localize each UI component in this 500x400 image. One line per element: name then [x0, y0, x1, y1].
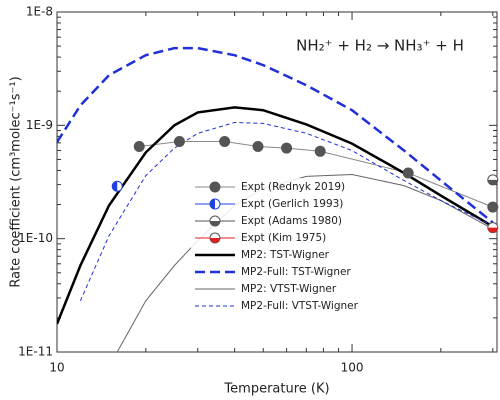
marker-half	[487, 227, 498, 233]
marker-bg	[314, 145, 326, 157]
legend-label: Expt (Gerlich 1993)	[241, 198, 343, 210]
marker	[314, 145, 326, 157]
x-tick-label: 10	[49, 361, 64, 375]
marker-bg	[133, 141, 145, 153]
marker-half	[210, 238, 220, 243]
series-line	[139, 141, 493, 208]
annotation: NH₂⁺ + H₂ → NH₃⁺ + H	[296, 37, 464, 55]
marker-bg	[252, 141, 264, 153]
y-axis-label: Rate coefficient (cm³molec⁻¹s⁻¹)	[9, 76, 24, 287]
legend-label: Expt (Kim 1975)	[241, 232, 326, 244]
y-tick-label: 1E-10	[18, 231, 53, 245]
series-line	[57, 46, 494, 224]
marker	[487, 222, 499, 234]
x-axis-label: Temperature (K)	[223, 382, 329, 397]
marker-half	[210, 199, 215, 209]
y-tick-label: 1E-11	[18, 345, 53, 359]
marker-bg	[402, 167, 414, 179]
x-tick-label: 100	[341, 361, 364, 375]
y-tick-label: 1E-8	[26, 5, 53, 19]
y-tick-label: 1E-9	[26, 118, 53, 132]
marker-half	[210, 221, 220, 226]
marker-bg	[281, 142, 293, 154]
marker	[209, 215, 221, 227]
series-line	[79, 121, 494, 302]
marker	[209, 232, 221, 244]
legend-label: MP2-Full: TST-Wigner	[241, 266, 351, 278]
marker-bg	[209, 181, 221, 193]
marker	[111, 180, 123, 192]
marker	[487, 201, 499, 213]
marker	[487, 174, 499, 186]
marker	[133, 141, 145, 153]
marker	[281, 142, 293, 154]
marker	[402, 167, 414, 179]
marker	[219, 136, 231, 148]
marker	[252, 141, 264, 153]
marker-half	[112, 181, 118, 192]
marker-bg	[487, 201, 499, 213]
marker-bg	[219, 136, 231, 148]
legend-label: MP2: TST-Wigner	[241, 249, 330, 261]
legend-label: MP2-Full: VTST-Wigner	[241, 300, 359, 312]
marker-bg	[173, 136, 185, 148]
legend-label: Expt (Adams 1980)	[241, 215, 342, 227]
legend-label: MP2: VTST-Wigner	[241, 283, 337, 295]
marker	[173, 136, 185, 148]
marker-half	[487, 179, 498, 185]
marker	[209, 198, 221, 210]
marker	[209, 181, 221, 193]
legend-label: Expt (Rednyk 2019)	[241, 181, 345, 193]
